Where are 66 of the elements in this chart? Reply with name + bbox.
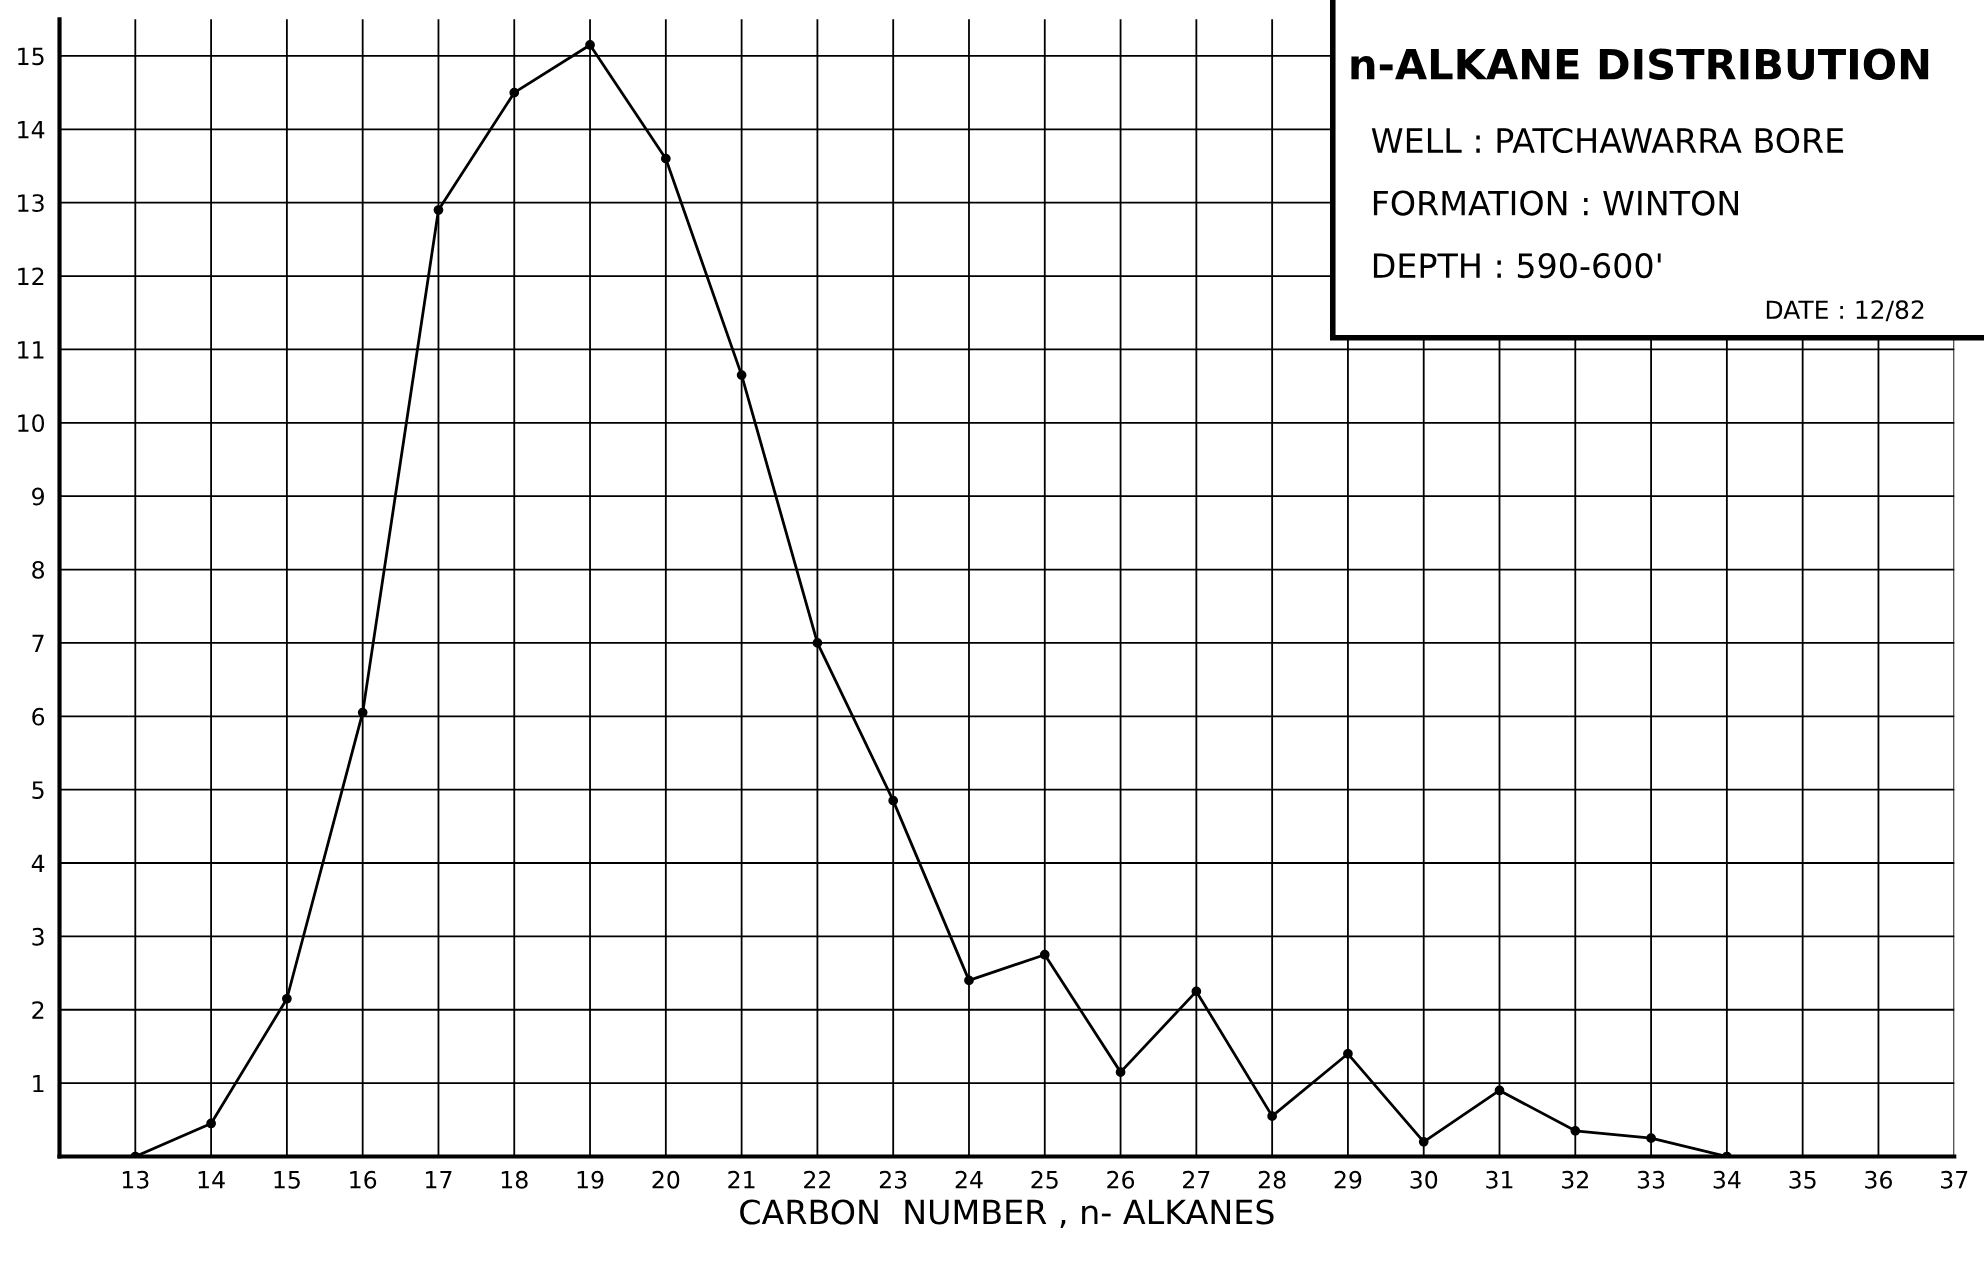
x-tick-label: 21 — [728, 1170, 755, 1189]
y-tick-label: 11 — [18, 341, 44, 359]
x-tick-label: 16 — [350, 1170, 377, 1189]
y-tick-label: 10 — [18, 414, 45, 433]
y-tick-label: 5 — [32, 781, 44, 799]
point — [1267, 1111, 1278, 1122]
x-tick-label: 24 — [955, 1170, 983, 1189]
x-tick-label: 37 — [1941, 1170, 1968, 1189]
x-tick-label: 25 — [1031, 1170, 1058, 1189]
point — [1343, 1048, 1353, 1059]
x-tick-label: 36 — [1865, 1170, 1892, 1189]
y-tick-label: 6 — [32, 707, 45, 726]
point — [1115, 1067, 1126, 1077]
point — [964, 975, 974, 986]
x-tick-label: 13 — [122, 1170, 149, 1189]
x-tick-label: 20 — [652, 1170, 680, 1189]
point — [1646, 1133, 1656, 1144]
point — [1191, 986, 1202, 997]
point — [1494, 1085, 1505, 1096]
point — [1570, 1125, 1581, 1136]
y-tick-label: 15 — [18, 47, 44, 66]
x-tick-label: 19 — [577, 1170, 604, 1189]
annotation: WELL : PATCHAWARRA BORE — [1371, 127, 1844, 154]
x-tick-label: 22 — [804, 1170, 831, 1189]
y-tick-label: 3 — [32, 927, 44, 946]
x-tick-label: 27 — [1183, 1170, 1210, 1189]
annotation: DATE : 12/82 — [1766, 300, 1924, 322]
x-tick-label: 14 — [198, 1171, 225, 1189]
y-tick-label: 4 — [31, 854, 45, 872]
y-tick-label: 7 — [32, 634, 44, 652]
x-tick-label: 28 — [1258, 1170, 1286, 1189]
y-tick-label: 1 — [33, 1074, 44, 1093]
y-tick-label: 14 — [18, 121, 45, 139]
point — [585, 40, 595, 50]
point — [812, 638, 823, 648]
x-tick-label: 30 — [1410, 1170, 1438, 1189]
x-tick-label: 31 — [1486, 1170, 1513, 1189]
x-tick-label: 15 — [274, 1171, 300, 1189]
point — [357, 707, 368, 718]
y-tick-label: 2 — [32, 1001, 44, 1019]
text: n-ALKANE DISTRIBUTION — [1351, 48, 1929, 80]
x-axis-title: CARBON NUMBER , n- ALKANES — [740, 1199, 1274, 1228]
point — [206, 1118, 216, 1129]
x-tick-label: 23 — [879, 1170, 907, 1189]
annotation: FORMATION : WINTON — [1373, 190, 1738, 216]
x-tick-label: 17 — [426, 1171, 452, 1189]
point — [1418, 1136, 1429, 1147]
x-tick-label: 33 — [1637, 1170, 1665, 1189]
x-tick-label: 26 — [1107, 1170, 1135, 1189]
x-tick-label: 29 — [1334, 1170, 1362, 1189]
point — [282, 993, 292, 1004]
x-tick-label: 34 — [1713, 1170, 1741, 1189]
point — [433, 205, 444, 215]
x-tick-label: 35 — [1789, 1170, 1816, 1189]
point — [509, 87, 520, 98]
annotation: DEPTH : 590-600' — [1373, 252, 1661, 279]
x-tick-label: 32 — [1562, 1170, 1588, 1189]
point — [888, 795, 899, 806]
point — [660, 153, 671, 164]
point — [1039, 949, 1050, 960]
y-tick-label: 12 — [18, 267, 44, 286]
y-tick-label: 9 — [32, 487, 44, 506]
y-tick-label: 13 — [18, 194, 44, 212]
point — [736, 370, 747, 380]
y-tick-label: 8 — [32, 560, 45, 579]
x-tick-label: 18 — [501, 1170, 528, 1189]
